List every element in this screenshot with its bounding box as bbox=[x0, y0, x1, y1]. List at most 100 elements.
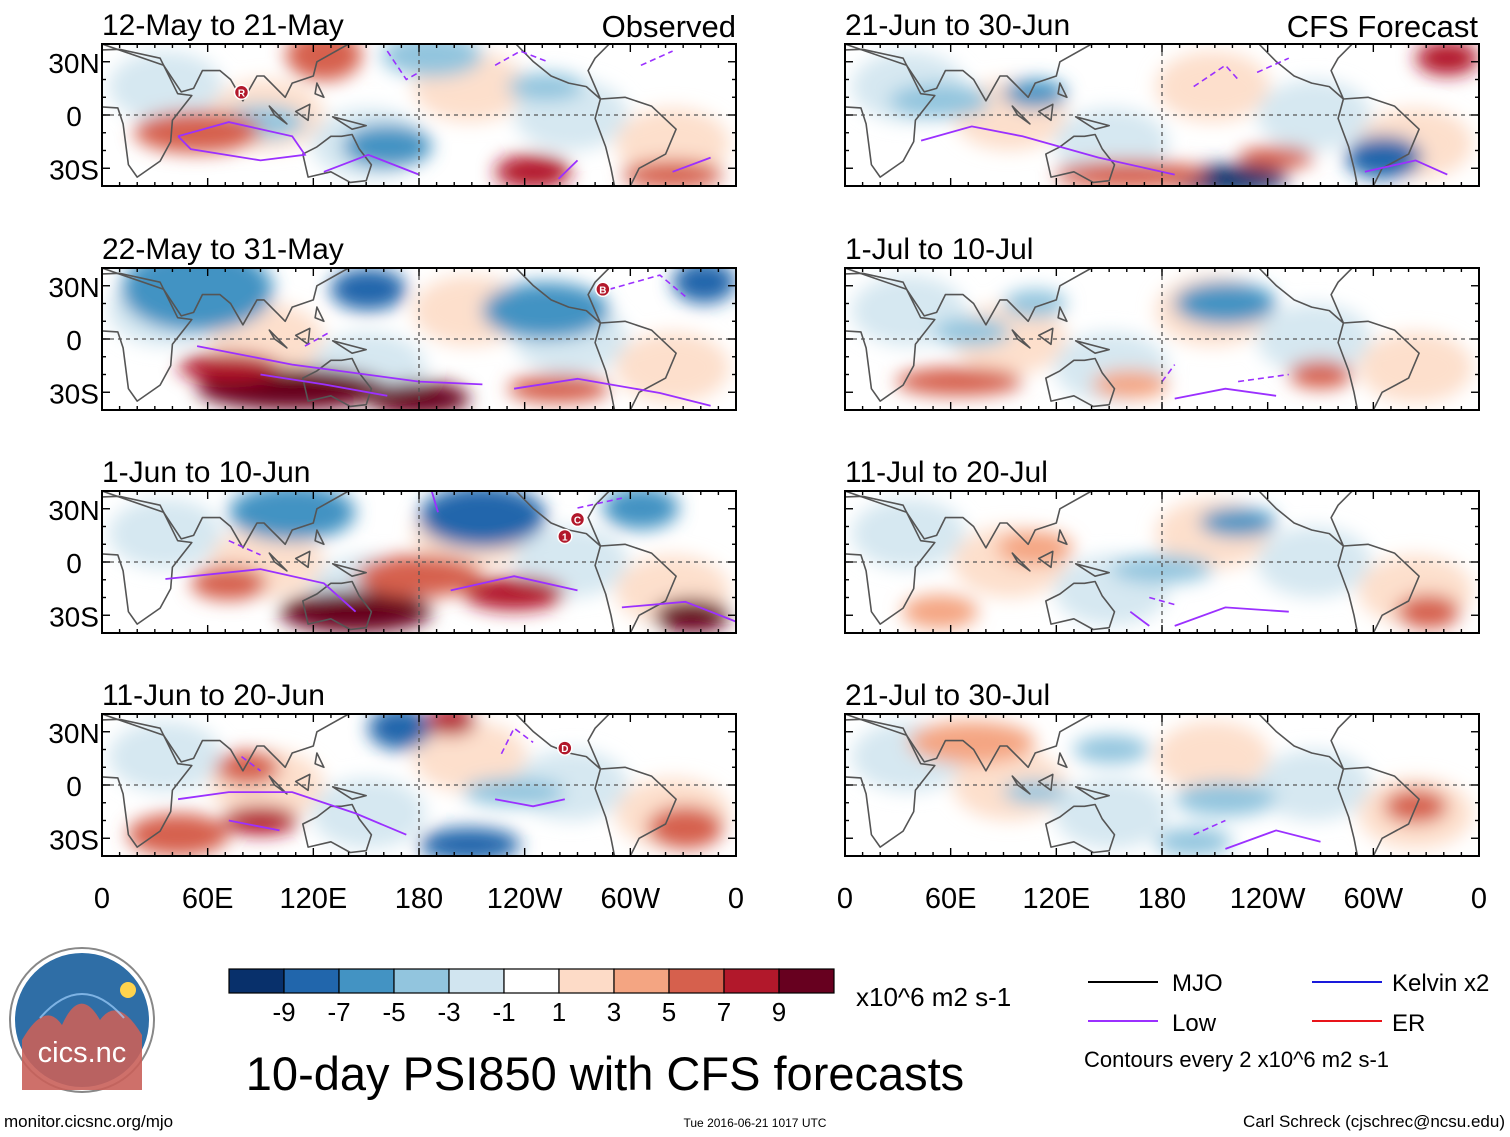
low-contours bbox=[920, 57, 1448, 176]
lat-label: 0 bbox=[66, 101, 82, 132]
anomaly-blob bbox=[355, 554, 483, 598]
coastlines bbox=[102, 714, 677, 856]
svg-text:B: B bbox=[599, 285, 606, 296]
lat-label: 0 bbox=[66, 548, 82, 579]
anomaly-blob bbox=[1073, 735, 1150, 764]
lon-label: 0 bbox=[1471, 883, 1487, 915]
anomaly-blob bbox=[463, 576, 565, 611]
anomaly-blob bbox=[507, 374, 610, 403]
lon-label: 60E bbox=[925, 883, 977, 915]
colorbar-swatch bbox=[668, 968, 725, 994]
anomaly-shading bbox=[851, 498, 1473, 629]
anomaly-blob bbox=[178, 353, 280, 382]
storm-marker: 1 bbox=[557, 528, 573, 545]
panel-title: 1-Jun to 10-Jun bbox=[102, 456, 310, 489]
anomaly-blob bbox=[1003, 780, 1067, 804]
colorbar-tick-label: 7 bbox=[717, 997, 731, 1027]
anomaly-blob bbox=[933, 317, 1010, 347]
panel-title: 11-Jun to 20-Jun bbox=[102, 679, 325, 712]
svg-text:R: R bbox=[238, 88, 246, 99]
panel-title: 21-Jul to 30-Jul bbox=[845, 679, 1050, 712]
anomaly-blob bbox=[1003, 79, 1067, 108]
anomaly-blob bbox=[495, 154, 572, 186]
anomaly-blob bbox=[482, 282, 610, 339]
lon-label: 120E bbox=[279, 883, 347, 915]
svg-text:1: 1 bbox=[562, 532, 568, 543]
panel-title: 1-Jul to 10-Jul bbox=[845, 233, 1033, 266]
anomaly-blob bbox=[228, 491, 356, 541]
legend-label-kelvin: Kelvin x2 bbox=[1392, 970, 1489, 997]
anomaly-blob bbox=[1288, 360, 1353, 389]
anomaly-blob bbox=[889, 83, 991, 118]
anomaly-blob bbox=[1415, 44, 1479, 76]
panel-title: 21-Jun to 30-Jun bbox=[845, 9, 1070, 42]
lat-label: 0 bbox=[66, 325, 82, 356]
anomaly-blob bbox=[895, 367, 1023, 396]
anomaly-blob bbox=[190, 566, 267, 601]
anomaly-blob bbox=[602, 491, 679, 530]
anomaly-blob bbox=[672, 268, 736, 304]
lat-label: 30S bbox=[49, 601, 99, 632]
lat-label: 30S bbox=[49, 154, 99, 185]
lat-label: 0 bbox=[66, 771, 82, 802]
colorbar-swatch bbox=[558, 968, 615, 994]
lat-label: 30S bbox=[49, 824, 99, 855]
anomaly-blob bbox=[419, 827, 521, 856]
coastlines bbox=[102, 268, 677, 410]
anomaly-blob bbox=[1174, 282, 1277, 325]
panel-title: 22-May to 31-May bbox=[102, 233, 344, 266]
coastlines bbox=[102, 491, 677, 633]
colorbar-swatch bbox=[503, 968, 560, 994]
anomaly-blob bbox=[1200, 508, 1277, 537]
anomaly-blob bbox=[1174, 782, 1277, 817]
lon-label: 120W bbox=[1230, 883, 1306, 915]
anomaly-blob bbox=[1054, 160, 1207, 186]
colorbar-tick-label: -1 bbox=[492, 997, 515, 1027]
lat-label: 30N bbox=[48, 48, 99, 79]
storm-marker: B bbox=[595, 281, 611, 298]
anomaly-blob bbox=[507, 72, 584, 101]
colorbar-tick-label: -5 bbox=[382, 997, 405, 1027]
colorbar-tick-label: -3 bbox=[437, 997, 460, 1027]
lon-label: 0 bbox=[837, 883, 853, 915]
anomaly-shading bbox=[108, 268, 736, 410]
anomaly-blob bbox=[342, 124, 432, 168]
storm-marker: D bbox=[557, 740, 573, 756]
anomaly-blob bbox=[647, 806, 724, 849]
lon-label: 60W bbox=[601, 883, 661, 915]
colorbar-tick-label: -7 bbox=[327, 997, 350, 1027]
low-contours bbox=[177, 50, 711, 180]
svg-text:C: C bbox=[574, 515, 581, 526]
lon-label: 120W bbox=[487, 883, 563, 915]
colorbar-swatch bbox=[778, 968, 835, 994]
lon-label: 60W bbox=[1344, 883, 1404, 915]
lat-label: 30N bbox=[48, 272, 99, 303]
anomaly-blob bbox=[285, 44, 362, 81]
low-contours bbox=[1129, 596, 1289, 627]
anomaly-blob bbox=[380, 44, 483, 77]
storm-marker: R bbox=[233, 84, 250, 101]
lat-label: 30S bbox=[49, 378, 99, 409]
anomaly-blob bbox=[908, 721, 1036, 764]
colorbar-swatch bbox=[723, 968, 780, 994]
colorbar-swatch bbox=[448, 968, 505, 994]
cics-logo: cics.nc bbox=[9, 947, 155, 1093]
anomaly-blob bbox=[330, 268, 407, 311]
colorbar: -9 -7 -5 -3 -1 1 3 5 7 9 bbox=[228, 968, 835, 1027]
colorbar-swatch bbox=[613, 968, 670, 994]
anomaly-blob bbox=[1345, 136, 1422, 179]
panel-title: 12-May to 21-May bbox=[102, 9, 344, 42]
svg-text:D: D bbox=[561, 744, 568, 755]
legend-label-er: ER bbox=[1392, 1010, 1425, 1037]
anomaly-blob bbox=[127, 813, 229, 856]
lat-label: 30N bbox=[48, 718, 99, 749]
anomaly-blob bbox=[1003, 289, 1067, 318]
forecast-header: CFS Forecast bbox=[1287, 9, 1479, 44]
colorbar-swatch bbox=[228, 968, 285, 994]
colorbar-tick-label: 9 bbox=[772, 997, 786, 1027]
observed-header: Observed bbox=[602, 9, 736, 44]
anomaly-blob bbox=[368, 381, 470, 410]
anomaly-shading bbox=[851, 44, 1479, 186]
